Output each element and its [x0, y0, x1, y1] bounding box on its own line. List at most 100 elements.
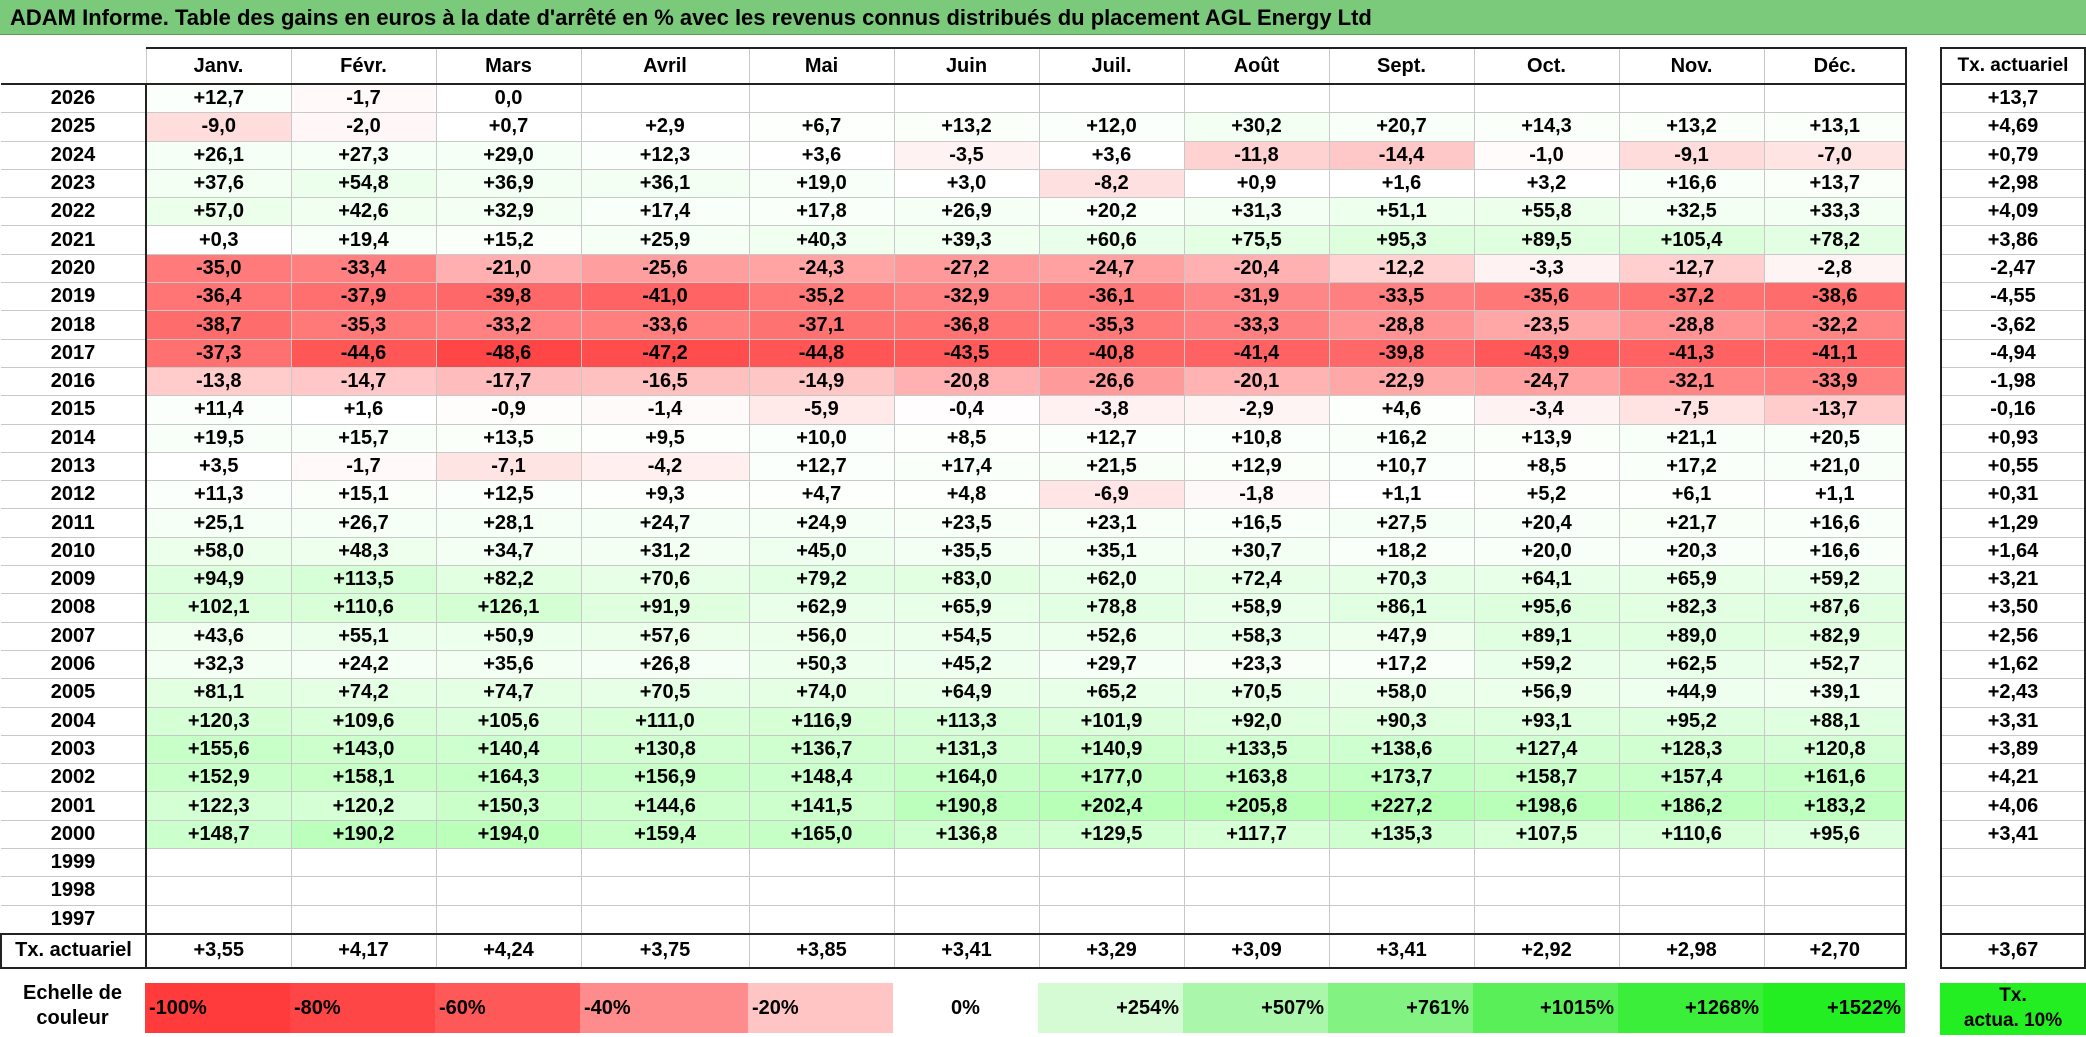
month-header-row: Janv. Févr. Mars Avril Mai Juin Juil. Août Sept.…	[1, 47, 1907, 85]
gain-cell: -48,6	[435, 338, 582, 368]
gain-cell: +12,5	[435, 480, 582, 510]
rate-column-table: Tx. actuariel +13,7 +4,69 +0,79 +2,98 +4,09 +…	[1940, 47, 2086, 969]
gain-cell: -20,1	[1183, 366, 1330, 397]
gain-cell: +24,7	[580, 508, 750, 538]
gain-cell	[1473, 83, 1620, 114]
gain-cell: -12,7	[1618, 253, 1765, 284]
gain-cell: +194,0	[435, 819, 582, 850]
monthly-rate-cell: +3,41	[1328, 932, 1475, 969]
gain-cell: +87,6	[1763, 593, 1907, 623]
gain-cell: +58,9	[1183, 593, 1330, 623]
gain-cell: -44,6	[290, 338, 437, 368]
color-scale-swatch: 0%	[893, 983, 1038, 1033]
gain-cell: -33,3	[1183, 310, 1330, 340]
gain-cell: +64,9	[893, 678, 1040, 708]
table-row: 2018 -38,7 -35,3 -33,2 -33,6 -37,1 -36,8 -35,3-…	[1, 310, 1907, 340]
gain-cell: +79,2	[748, 565, 895, 595]
month-header: Sept.	[1328, 47, 1475, 85]
month-header: Avril	[580, 47, 750, 85]
gain-cell: +20,0	[1473, 536, 1620, 567]
gain-cell: +23,1	[1038, 508, 1185, 538]
gain-cell: +20,3	[1618, 536, 1765, 567]
gain-cell: +111,0	[580, 706, 750, 736]
gain-cell: +88,1	[1763, 706, 1907, 736]
gain-cell: +13,7	[1763, 168, 1907, 199]
gain-cell: +8,5	[1473, 451, 1620, 482]
table-row: 2011 +25,1 +26,7 +28,1 +24,7 +24,9 +23,5 +23,1 +…	[1, 508, 1907, 538]
table-row: 1999	[1, 848, 1907, 878]
annual-rate-cell: +0,79	[1940, 141, 2086, 170]
gain-cell	[1473, 904, 1620, 935]
gain-cell: +28,1	[435, 508, 582, 538]
gain-cell	[580, 904, 750, 935]
gain-cell: +158,1	[290, 763, 437, 793]
month-header: Déc.	[1763, 47, 1907, 85]
gain-cell: -36,4	[145, 282, 292, 312]
gain-cell: +107,5	[1473, 819, 1620, 850]
annual-rate-cell: -1,98	[1940, 367, 2086, 397]
gain-cell: +173,7	[1328, 763, 1475, 793]
color-scale-swatch: +761%	[1328, 983, 1473, 1033]
year-cell: 2005	[1, 678, 147, 708]
table-row: 2020 -35,0 -33,4 -21,0 -25,6 -24,3 -27,2 -24,7-…	[1, 253, 1907, 284]
gain-cell: +36,1	[580, 168, 750, 199]
gain-cell	[1183, 848, 1330, 878]
gain-cell: +12,7	[1038, 423, 1185, 453]
gain-cell: +13,2	[893, 112, 1040, 142]
gain-cell: +113,3	[893, 706, 1040, 736]
gain-cell: +65,9	[893, 593, 1040, 623]
gain-cell: -40,8	[1038, 338, 1185, 368]
gain-cell: +18,2	[1328, 536, 1475, 567]
gain-cell: +122,3	[145, 791, 292, 821]
gain-cell	[1473, 876, 1620, 906]
gain-cell: +164,0	[893, 763, 1040, 793]
gain-cell: -2,9	[1183, 395, 1330, 425]
gain-cell	[1618, 904, 1765, 935]
gain-cell: -31,9	[1183, 282, 1330, 312]
gain-cell: +19,4	[290, 225, 437, 255]
gain-cell	[893, 83, 1040, 114]
gain-cell: +133,5	[1183, 734, 1330, 765]
gain-cell: +1,6	[290, 395, 437, 425]
gain-cell: +13,9	[1473, 423, 1620, 453]
annual-rate-cell: +2,43	[1940, 678, 2086, 708]
gain-cell: -35,6	[1473, 282, 1620, 312]
gain-cell: -32,2	[1763, 310, 1907, 340]
table-row: 2026 +12,7 -1,7 0,0	[1, 83, 1907, 114]
gain-cell: +136,7	[748, 734, 895, 765]
gain-cell: +54,8	[290, 168, 437, 199]
table-row: 2022 +57,0 +42,6 +32,9 +17,4 +17,8 +26,9 +20,2 +…	[1, 197, 1907, 227]
annual-rate-cell: +0,93	[1940, 424, 2086, 453]
gain-cell: -35,3	[290, 310, 437, 340]
monthly-rate-cell: +3,75	[580, 932, 750, 969]
gain-cell: -37,1	[748, 310, 895, 340]
gain-cell: +1,6	[1328, 168, 1475, 199]
gain-cell: -38,7	[145, 310, 292, 340]
gain-cell: +113,5	[290, 565, 437, 595]
year-cell: 2011	[1, 508, 147, 538]
gain-cell: -7,0	[1763, 140, 1907, 170]
year-cell: 2025	[1, 112, 147, 142]
gain-cell: +89,1	[1473, 621, 1620, 651]
year-cell: 2017	[1, 338, 147, 368]
gain-cell: +35,6	[435, 649, 582, 680]
gain-cell: +129,5	[1038, 819, 1185, 850]
gain-cell: +205,8	[1183, 791, 1330, 821]
gain-cell: -37,3	[145, 338, 292, 368]
annual-rate-cell: +3,21	[1940, 565, 2086, 595]
gain-cell: +20,4	[1473, 508, 1620, 538]
gain-cell: +26,8	[580, 649, 750, 680]
gain-cell: +21,7	[1618, 508, 1765, 538]
table-row: 2005 +81,1 +74,2 +74,7 +70,5 +74,0 +64,9 +65,2 +…	[1, 678, 1907, 708]
gain-cell: -0,9	[435, 395, 582, 425]
gain-cell: -27,2	[893, 253, 1040, 284]
month-header: Janv.	[145, 47, 292, 85]
gain-cell: +62,0	[1038, 565, 1185, 595]
gain-cell: -3,8	[1038, 395, 1185, 425]
gain-cell: +183,2	[1763, 791, 1907, 821]
month-header: Mars	[435, 47, 582, 85]
gain-cell: +16,6	[1763, 508, 1907, 538]
annual-rate-cell: +3,50	[1940, 593, 2086, 623]
year-cell: 2002	[1, 763, 147, 793]
gain-cell: -22,9	[1328, 366, 1475, 397]
